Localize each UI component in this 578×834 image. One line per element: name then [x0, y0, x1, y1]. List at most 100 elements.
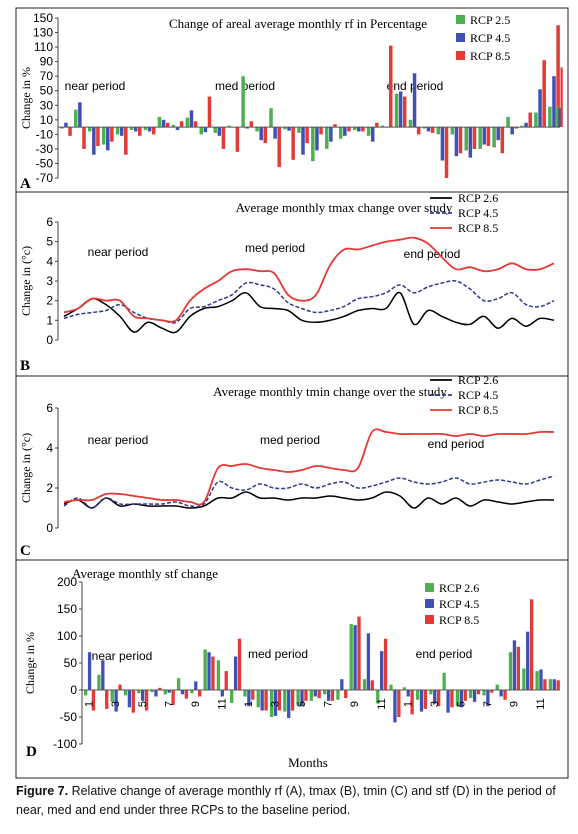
bar-rcp-2-6 — [309, 690, 314, 701]
y-tick-label: 50 — [40, 84, 54, 98]
bar-rcp-4-5 — [406, 690, 410, 697]
line-rcp-8-5 — [63, 236, 555, 323]
y-tick-label: 200 — [57, 575, 77, 589]
bar-rcp-4-5 — [87, 652, 92, 690]
bar-rcp-4-5 — [119, 127, 124, 136]
bar-rcp-2-5 — [422, 127, 427, 129]
bar-rcp-4-5 — [154, 690, 158, 697]
bar-rcp-2-5 — [450, 127, 455, 135]
bar-rcp-4-5 — [106, 127, 110, 151]
legend-swatch — [456, 51, 465, 60]
bar-rcp-8-5 — [105, 690, 109, 709]
bar-rcp-8-5 — [500, 127, 505, 154]
bar-rcp-4-5 — [357, 127, 361, 132]
bar-rcp-2-6 — [230, 690, 234, 703]
bar-rcp-2-6 — [455, 690, 460, 707]
bar-rcp-8-5 — [529, 599, 534, 690]
bar-rcp-2-5 — [283, 127, 287, 130]
chart-title: Change of areal average monthly rf in Pe… — [169, 16, 427, 31]
bar-rcp-8-5 — [68, 127, 72, 136]
bar-rcp-8-5 — [290, 690, 295, 711]
bar-rcp-8-5 — [138, 127, 142, 136]
x-tick-label: 7 — [482, 701, 494, 707]
bar-rcp-8-5 — [383, 638, 388, 690]
bar-rcp-8-5 — [179, 121, 184, 128]
figure-caption: Figure 7. Relative change of average mon… — [16, 782, 568, 820]
legend-label: RCP 2.6 — [458, 373, 498, 387]
bar-rcp-2-6 — [203, 649, 207, 690]
x-tick-label: 11 — [376, 698, 388, 709]
y-axis-label: Change in % — [19, 67, 33, 129]
y-tick-label: 4 — [46, 441, 53, 455]
y-tick-label: 0 — [46, 333, 53, 347]
bar-rcp-8-5 — [490, 690, 494, 693]
bar-rcp-2-6 — [469, 690, 473, 699]
bar-rcp-4-5 — [273, 127, 277, 139]
bar-rcp-8-5 — [503, 690, 507, 700]
bar-rcp-4-5 — [426, 127, 431, 132]
y-tick-label: 0 — [70, 683, 77, 697]
bar-rcp-4-5 — [315, 127, 319, 151]
bar-extra — [558, 108, 561, 128]
bar-rcp-2-5 — [394, 93, 399, 128]
bar-rcp-2-5 — [548, 106, 552, 128]
period-label: end period — [416, 647, 473, 661]
bar-rcp-2-5 — [171, 124, 176, 128]
bar-rcp-4-5 — [260, 690, 264, 711]
legend-label: RCP 4.5 — [458, 206, 498, 220]
x-tick-label: 1 — [402, 701, 414, 707]
y-axis-label: Change in (°c) — [19, 433, 33, 503]
bar-rcp-2-6 — [256, 690, 260, 708]
bar-rcp-2-5 — [380, 125, 385, 128]
bar-rcp-4-5 — [220, 690, 224, 697]
bar-rcp-4-5 — [380, 651, 384, 690]
bar-rcp-4-5 — [366, 633, 371, 690]
legend-label: RCP 4.5 — [470, 31, 510, 45]
x-tick-label: 7 — [163, 701, 175, 707]
bar-rcp-8-5 — [319, 127, 323, 135]
legend-swatch — [456, 15, 465, 24]
chart-title: Average monthly tmin change over the stu… — [213, 384, 447, 399]
bar-rcp-8-5 — [410, 690, 414, 715]
bar-rcp-4-5 — [552, 679, 556, 690]
y-tick-label: 3 — [46, 274, 53, 288]
bar-rcp-4-5 — [499, 690, 503, 697]
bar-rcp-8-5 — [305, 127, 309, 144]
bar-rcp-2-5 — [129, 127, 134, 130]
legend-label: RCP 4.5 — [458, 388, 498, 402]
bar-rcp-8-5 — [458, 127, 463, 154]
y-tick-label: 150 — [33, 11, 53, 25]
bar-rcp-8-5 — [542, 60, 546, 128]
caption-text: Relative change of average monthly rf (A… — [16, 784, 556, 817]
bar-rcp-4-5 — [273, 690, 278, 716]
bar-rcp-8-5 — [317, 690, 321, 699]
bar-rcp-8-5 — [430, 127, 435, 133]
y-axis-label: Change in (°c) — [19, 246, 33, 316]
bar-rcp-2-6 — [508, 652, 513, 690]
bar-rcp-8-5 — [91, 690, 96, 711]
x-tick-label: 9 — [190, 701, 202, 707]
bar-rcp-8-5 — [463, 690, 467, 701]
bar-rcp-8-5 — [472, 127, 477, 149]
y-tick-label: 50 — [64, 656, 78, 670]
bar-rcp-4-5 — [217, 127, 222, 136]
bar-rcp-4-5 — [524, 122, 528, 128]
bar-rcp-8-5 — [291, 127, 295, 160]
bar-rcp-4-5 — [189, 110, 194, 128]
y-tick-label: 1 — [46, 313, 53, 327]
y-tick-label: 30 — [40, 98, 54, 112]
bar-rcp-2-5 — [338, 127, 343, 139]
bar-rcp-8-5 — [389, 45, 393, 128]
legend-swatch — [456, 33, 465, 42]
bar-rcp-8-5 — [486, 127, 491, 146]
bar-rcp-2-6 — [190, 690, 194, 694]
bar-rcp-2-5 — [478, 127, 482, 149]
bar-rcp-8-5 — [131, 690, 135, 713]
bar-rcp-8-5 — [251, 690, 255, 700]
bar-rcp-4-5 — [287, 127, 291, 131]
legend-label: RCP 2.6 — [458, 191, 498, 205]
bar-rcp-2-6 — [322, 690, 327, 695]
bar-rcp-4-5 — [539, 669, 543, 690]
y-tick-label: 110 — [34, 40, 53, 54]
bar-rcp-8-5 — [556, 680, 560, 690]
